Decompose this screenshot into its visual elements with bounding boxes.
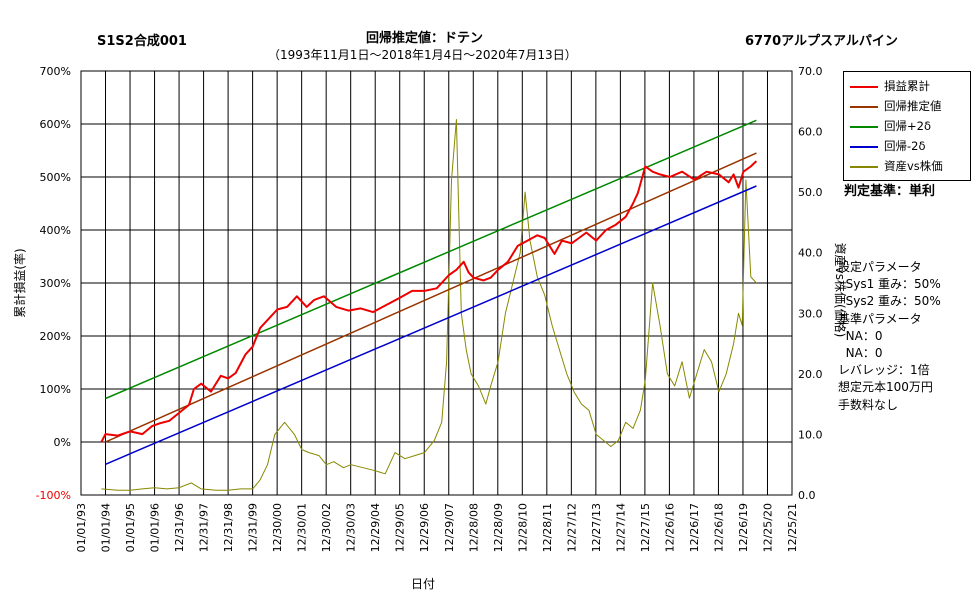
x-tick-label: 12/30/03: [345, 503, 358, 552]
legend-swatch: [850, 146, 878, 148]
y-right-tick-label: 10.0: [798, 428, 823, 441]
y-right-tick-label: 60.0: [798, 126, 823, 139]
x-axis-label: 日付: [411, 577, 435, 591]
x-tick-label: 12/27/13: [590, 503, 603, 552]
x-tick-label: 12/25/21: [786, 503, 799, 552]
x-tick-label: 12/31/98: [222, 503, 235, 552]
x-tick-label: 12/26/16: [663, 503, 676, 552]
y-right-tick-label: 70.0: [798, 65, 823, 78]
y-right-tick-label: 30.0: [798, 307, 823, 320]
right-axis-ticks: 0.0 10.0 20.0 30.0 40.0 50.0 60.0 70.0: [798, 65, 823, 502]
regression-line: [105, 152, 757, 443]
parameter-line: NA：0: [838, 346, 883, 360]
y-left-tick-label: 100%: [40, 383, 71, 396]
parameter-line: 基準パラメータ: [838, 311, 922, 326]
y-left-tick-label: 700%: [40, 65, 71, 78]
y-right-tick-label: 50.0: [798, 186, 823, 199]
y-left-axis-label: 累計損益(率): [12, 248, 27, 317]
legend-label: 損益累計: [884, 79, 930, 93]
y-right-tick-label: 0.0: [798, 489, 816, 502]
x-tick-label: 12/29/05: [394, 503, 407, 552]
x-tick-label: 12/27/12: [565, 503, 578, 552]
parameter-line: レバレッジ：1倍: [838, 363, 930, 378]
x-tick-label: 01/01/93: [75, 503, 88, 552]
y-right-axis-label: 資産vs株価(価格): [833, 243, 848, 338]
x-tick-label: 12/28/11: [541, 503, 554, 552]
series-layer: [100, 119, 758, 491]
chart-header-center: 回帰推定値：ドテン: [366, 31, 484, 46]
x-tick-label: 12/27/15: [639, 503, 652, 552]
y-right-tick-label: 40.0: [798, 247, 823, 260]
parameter-line: 設定パラメータ: [838, 260, 922, 274]
x-tick-label: 01/01/94: [100, 503, 113, 552]
x-tick-label: 12/25/20: [761, 503, 774, 552]
y-left-tick-label: 0%: [54, 436, 71, 449]
x-axis-ticks: 01/01/93 01/01/94 01/01/95 01/01/96 12/31/96…: [75, 503, 799, 552]
y-left-tick-label: 500%: [40, 171, 71, 184]
y-left-tick-label: -100%: [36, 489, 71, 502]
legend-label: 回帰推定値: [884, 99, 942, 113]
x-tick-label: 12/28/08: [467, 503, 480, 552]
x-tick-label: 01/01/96: [149, 503, 162, 552]
legend: 損益累計回帰推定値回帰+2δ 回帰-2δ 資産vs株価: [843, 71, 971, 181]
y-left-tick-label: 300%: [40, 277, 71, 290]
regression-lower-line: [105, 185, 757, 465]
x-tick-label: 12/28/09: [492, 503, 505, 552]
x-tick-label: 12/27/14: [614, 503, 627, 552]
criteria-label: 判定基準：単利: [844, 184, 936, 199]
y-right-tick-label: 20.0: [798, 368, 823, 381]
y-left-tick-label: 400%: [40, 224, 71, 237]
x-tick-label: 12/28/10: [516, 503, 529, 552]
x-tick-label: 12/31/96: [173, 503, 186, 552]
legend-swatch: [850, 86, 878, 88]
x-tick-label: 12/26/17: [688, 503, 701, 552]
parameter-line: 手数料なし: [838, 397, 899, 412]
legend-label: 回帰-2δ: [884, 139, 926, 153]
y-left-tick-label: 600%: [40, 118, 71, 131]
legend-swatch: [850, 106, 878, 108]
chart-header-right: 6770アルプスアルパイン: [745, 34, 898, 49]
x-tick-label: 12/30/02: [320, 503, 333, 552]
parameter-line: Sys2 重み：50%: [838, 294, 941, 309]
x-tick-label: 12/31/97: [198, 503, 211, 552]
horizontal-gridlines: [81, 70, 792, 496]
x-tick-label: 01/01/95: [124, 503, 137, 552]
x-tick-label: 12/26/19: [737, 503, 750, 552]
x-tick-label: 12/29/04: [369, 503, 382, 552]
legend-swatch: [850, 126, 878, 128]
left-axis-ticks: -100% 0% 100% 200% 300% 400% 500% 600% 700%: [36, 65, 71, 502]
pl-line: [100, 160, 758, 443]
chart-header-left: S1S2合成001: [97, 34, 187, 49]
x-tick-label: 12/29/07: [443, 503, 456, 552]
legend-label: 資産vs株価: [884, 159, 943, 173]
regression-upper-line: [105, 119, 757, 400]
x-tick-label: 12/30/00: [271, 503, 284, 552]
x-tick-label: 12/29/06: [418, 503, 431, 552]
chart-subtitle: （1993年11月1日～2018年1月4日～2020年7月13日）: [268, 48, 577, 62]
asset-vs-price-line: [101, 119, 757, 491]
parameter-line: NA：0: [838, 328, 883, 343]
y-left-tick-label: 200%: [40, 330, 71, 343]
legend-label: 回帰+2δ: [884, 119, 931, 133]
legend-swatch: [850, 166, 878, 168]
x-tick-label: 12/31/99: [247, 503, 260, 552]
x-tick-label: 12/30/01: [296, 503, 309, 552]
parameter-line: 想定元本100万円: [838, 380, 933, 395]
parameter-line: Sys1 重み：50%: [838, 277, 941, 292]
x-tick-label: 12/26/18: [712, 503, 725, 552]
